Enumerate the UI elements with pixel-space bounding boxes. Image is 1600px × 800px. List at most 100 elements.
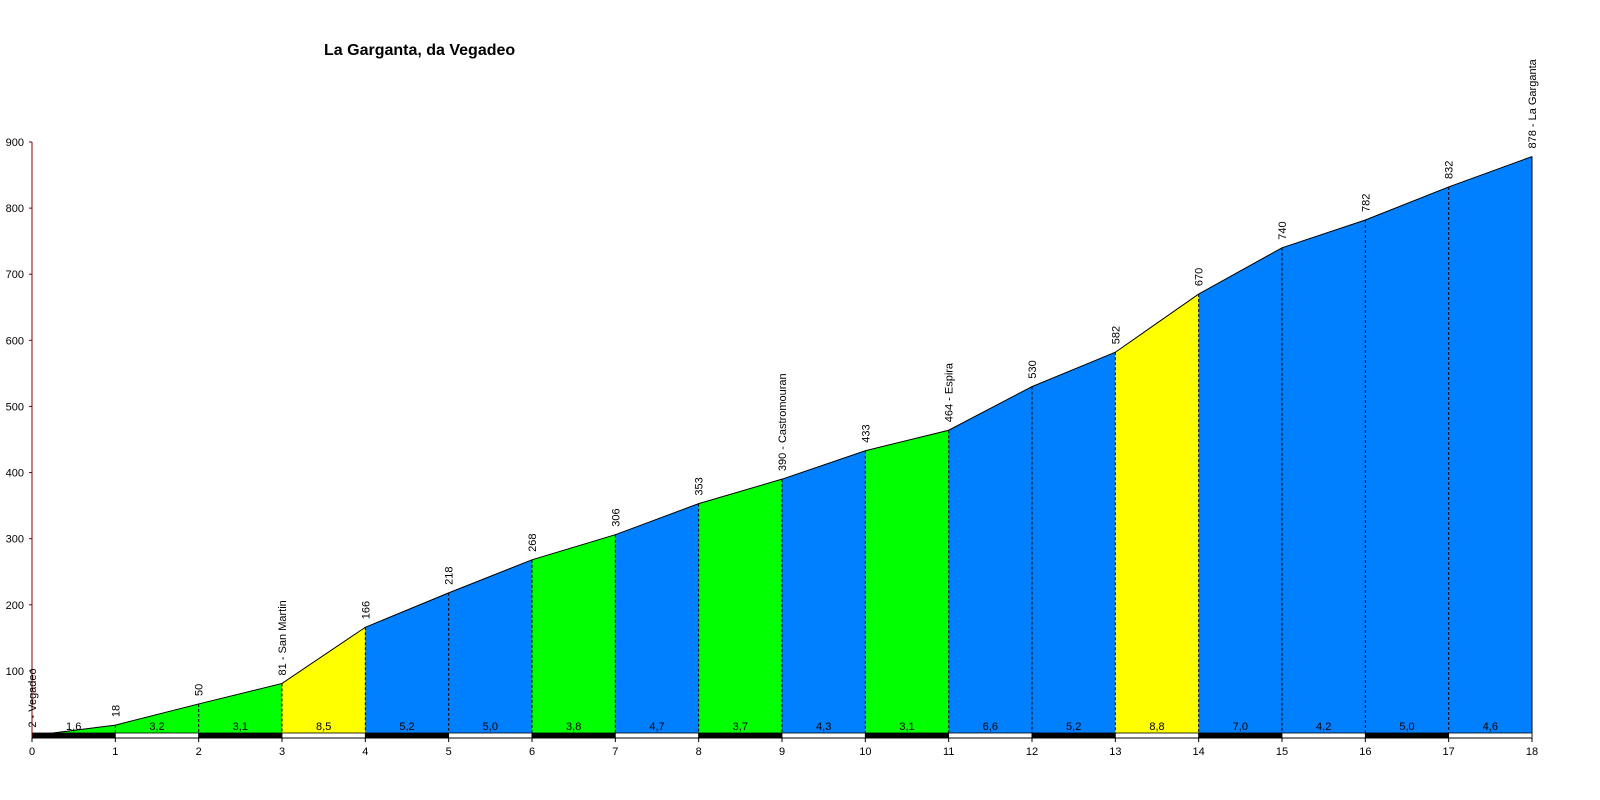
km-bar-cell — [1364, 732, 1450, 739]
km-bar-cell — [698, 732, 783, 739]
profile-segment-18 — [1448, 156, 1532, 738]
altitude-label: 81 - San Martin — [277, 600, 289, 675]
altitude-label: 878 - La Garganta — [1527, 58, 1539, 148]
km-bar-cell — [1198, 732, 1283, 739]
altitude-labels: 2 - Vegadeo 18 50 81 - San Martin 166 218 268 3… — [27, 58, 1539, 727]
gradient-label: 3,8 — [566, 721, 581, 733]
x-tick-label: 16 — [1359, 746, 1371, 758]
km-bar-cell — [198, 732, 283, 739]
altitude-label: 782 — [1360, 194, 1372, 212]
altitude-label: 353 — [694, 477, 706, 495]
y-tick-label: 800 — [6, 203, 24, 215]
km-bar-cell — [781, 732, 866, 739]
profile-segment-8 — [615, 503, 699, 737]
altitude-label: 306 — [610, 508, 622, 526]
km-bar-cell — [531, 732, 616, 739]
y-tick-label: 600 — [6, 335, 24, 347]
km-bar: 1,6 3,2 3,1 8,5 5,2 5,0 3,8 4,7 3,7 4,3 3,1 6,6 5,2 8… — [31, 721, 1533, 739]
altitude-label: 530 — [1027, 360, 1039, 378]
profile-segment-7 — [532, 534, 616, 737]
profile-line — [31, 156, 1533, 737]
x-tick-label: 15 — [1276, 746, 1288, 758]
km-bar-cell — [1281, 732, 1366, 739]
gradient-label: 3,7 — [733, 721, 748, 733]
km-bar-cell — [31, 732, 116, 739]
profile-segment-10 — [782, 450, 866, 737]
altitude-label: 390 - Castromouran — [777, 373, 789, 471]
profile-segment-14 — [1115, 294, 1199, 737]
profile-segment-4 — [282, 627, 366, 737]
x-tick-label: 1 — [112, 746, 118, 758]
x-tick-label: 6 — [529, 746, 535, 758]
altitude-label: 166 — [360, 601, 372, 619]
gradient-label: 7,0 — [1233, 721, 1248, 733]
km-bar-cell — [364, 732, 450, 739]
profile-segment-6 — [448, 559, 532, 737]
profile-segment-16 — [1282, 220, 1366, 737]
x-tick-label: 3 — [279, 746, 285, 758]
gradient-label: 6,6 — [983, 721, 998, 733]
y-tick-label: 500 — [6, 401, 24, 413]
km-bar-cell — [448, 732, 533, 739]
gradient-label: 5,0 — [483, 721, 498, 733]
km-bar-cell — [1031, 732, 1116, 739]
y-tick-label: 200 — [6, 600, 24, 612]
km-dividers — [114, 156, 1533, 737]
km-bar-cell — [1448, 732, 1533, 739]
x-tick-label: 0 — [29, 746, 35, 758]
km-bar-cell — [1114, 732, 1200, 739]
y-tick-label: 400 — [6, 468, 24, 480]
x-tick-label: 9 — [779, 746, 785, 758]
altitude-label: 740 — [1277, 221, 1289, 239]
gradient-label: 5,2 — [399, 721, 414, 733]
gradient-label: 1,6 — [66, 721, 81, 733]
gradient-label: 5,2 — [1066, 721, 1081, 733]
x-tick-label: 5 — [446, 746, 452, 758]
altitude-label: 832 — [1444, 161, 1456, 179]
altitude-label: 464 - Espira — [944, 362, 956, 422]
chart-title: La Garganta, da Vegadeo — [324, 42, 515, 59]
gradient-label: 4,6 — [1483, 721, 1498, 733]
gradient-label: 8,5 — [316, 721, 331, 733]
y-tick-label: 100 — [6, 666, 24, 678]
y-tick-label: 300 — [6, 534, 24, 546]
altitude-label: 2 - Vegadeo — [27, 668, 39, 727]
x-tick-label: 2 — [196, 746, 202, 758]
x-tick-label: 4 — [362, 746, 368, 758]
gradient-label: 4,2 — [1316, 721, 1331, 733]
altitude-label: 582 — [1110, 326, 1122, 344]
profile-segment-15 — [1198, 247, 1282, 737]
profile-segment-5 — [365, 592, 449, 737]
profile-segment-17 — [1365, 186, 1449, 737]
km-bar-cell — [948, 732, 1033, 739]
profile-segment-2 — [115, 703, 199, 737]
profile-segment-13 — [1032, 352, 1116, 737]
profile-segment-12 — [948, 386, 1032, 737]
gradient-label: 4,7 — [649, 721, 664, 733]
x-tick-label: 11 — [943, 746, 954, 758]
y-tick-label: 900 — [6, 137, 24, 149]
x-tick-label: 7 — [612, 746, 618, 758]
km-bar-cell — [114, 732, 200, 739]
gradient-label: 8,8 — [1149, 721, 1164, 733]
x-tick-label: 8 — [696, 746, 702, 758]
altitude-label: 268 — [527, 533, 539, 551]
x-tick-label: 13 — [1109, 746, 1121, 758]
km-bar-cell — [614, 732, 700, 739]
x-tick-label: 12 — [1026, 746, 1038, 758]
profile-segment-3 — [198, 683, 282, 737]
profile-segment-11 — [865, 430, 949, 737]
profile-outline — [31, 156, 1533, 737]
profile-segment-9 — [698, 479, 782, 737]
altitude-label: 433 — [860, 424, 872, 442]
x-tick-label: 10 — [859, 746, 871, 758]
altitude-label: 670 — [1194, 268, 1206, 286]
altitude-label: 50 — [194, 684, 206, 696]
altitude-label: 18 — [110, 705, 122, 717]
gradient-label: 4,3 — [816, 721, 831, 733]
gradient-label: 3,1 — [233, 721, 248, 733]
altitude-label: 218 — [444, 567, 456, 585]
gradient-label: 3,2 — [149, 721, 164, 733]
